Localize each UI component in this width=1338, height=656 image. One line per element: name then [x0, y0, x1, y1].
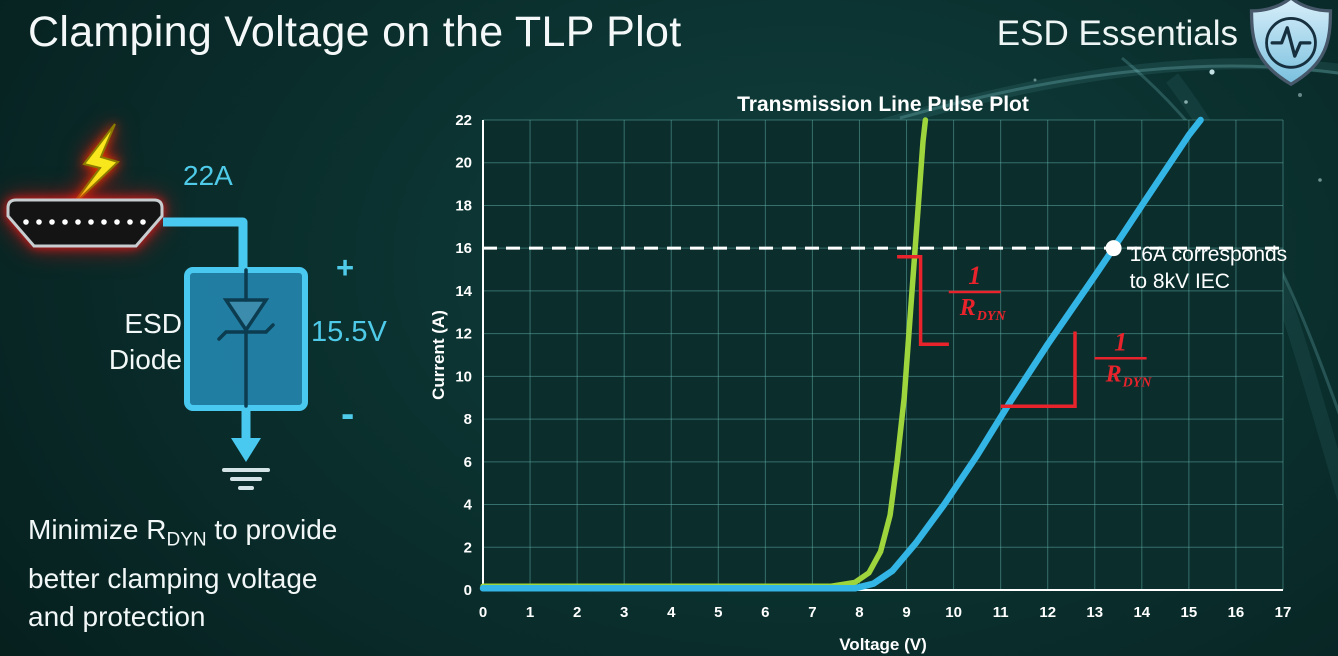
ground-symbol [222, 468, 270, 490]
annotation-rdyn-slope-blue: 1 R DYN [1000, 327, 1153, 409]
x-tick-labels: 0 1 2 3 4 5 6 7 8 9 10 11 12 13 14 15 16 17 [479, 604, 1292, 621]
footnote-line1: Minimize RDYN to provide [28, 511, 337, 560]
chart-title: Transmission Line Pulse Plot [737, 93, 1029, 116]
down-arrow [231, 408, 261, 462]
tlp-chart-container: 0 1 2 3 4 5 6 7 8 9 10 11 12 13 14 15 16 17 0 2 4 6 8 10 12 14 16 1… [429, 92, 1338, 656]
svg-text:11: 11 [993, 604, 1009, 621]
svg-text:2: 2 [464, 539, 472, 556]
rdyn-fraction: 1 R DYN [948, 261, 1007, 324]
svg-text:DYN: DYN [976, 309, 1007, 324]
svg-text:10: 10 [455, 368, 472, 385]
svg-text:1: 1 [1114, 327, 1127, 356]
footnote-line1-post: to provide [206, 514, 338, 545]
marker-label-line2: to 8kV IEC [1130, 270, 1230, 293]
x-axis-label: Voltage (V) [839, 635, 927, 654]
svg-text:0: 0 [479, 604, 487, 621]
svg-text:13: 13 [1086, 604, 1103, 621]
surge-current-label: 22A [183, 160, 233, 191]
grid-lines [482, 119, 1284, 591]
page-title: Clamping Voltage on the TLP Plot [28, 8, 682, 56]
svg-text:9: 9 [902, 604, 910, 621]
svg-text:4: 4 [667, 604, 676, 621]
svg-text:R: R [959, 295, 976, 321]
svg-text:5: 5 [714, 604, 722, 621]
marker-16A: 16A corresponds to 8kV IEC [1105, 240, 1288, 293]
y-tick-labels: 0 2 4 6 8 10 12 14 16 18 20 22 [455, 112, 472, 599]
footnote-line1-pre: Minimize R [28, 514, 167, 545]
device-label-line1: ESD [124, 308, 182, 339]
rdyn-subscript: DYN [166, 529, 207, 551]
y-axis-label: Current (A) [430, 310, 448, 400]
svg-text:1: 1 [968, 261, 981, 290]
svg-text:12: 12 [1039, 604, 1056, 621]
plot-area [483, 120, 1283, 590]
series-low-rdyn-steep-clamp [480, 117, 929, 589]
svg-text:14: 14 [1133, 604, 1150, 621]
svg-text:DYN: DYN [1122, 375, 1153, 390]
svg-text:0: 0 [464, 582, 472, 599]
diode-symbol [217, 268, 275, 408]
svg-text:16: 16 [455, 240, 472, 257]
footnote-line2: better clamping voltage [28, 562, 318, 594]
svg-text:8: 8 [464, 411, 472, 428]
annotation-rdyn-slope-green: 1 R DYN [897, 254, 1007, 347]
svg-text:R: R [1105, 361, 1122, 387]
marker-label-line1: 16A corresponds [1130, 243, 1288, 266]
rdyn-fraction: 1 R DYN [1094, 327, 1153, 390]
svg-text:8: 8 [855, 604, 863, 621]
brand-name: ESD Essentials [996, 14, 1238, 53]
svg-text:4: 4 [464, 497, 473, 514]
lightning-bolt-icon [69, 123, 120, 209]
svg-text:1: 1 [526, 604, 534, 621]
svg-text:7: 7 [808, 604, 816, 621]
svg-text:15: 15 [1181, 604, 1198, 621]
svg-text:3: 3 [620, 604, 628, 621]
svg-text:6: 6 [761, 604, 769, 621]
svg-text:22: 22 [455, 112, 472, 129]
svg-text:12: 12 [455, 326, 472, 343]
series-high-rdyn-clamp [479, 116, 1204, 592]
svg-text:14: 14 [455, 283, 472, 300]
device-label: ESD Diode [92, 306, 182, 378]
svg-text:6: 6 [464, 454, 472, 471]
shield-logo-icon [1249, 0, 1333, 87]
plus-polarity-label: + [336, 250, 355, 285]
svg-text:16: 16 [1228, 604, 1245, 621]
svg-text:10: 10 [945, 604, 962, 621]
tlp-chart-svg: 0 1 2 3 4 5 6 7 8 9 10 11 12 13 14 15 16 1702468101214161… [429, 93, 1292, 654]
svg-text:18: 18 [455, 197, 472, 214]
hdmi-connector [6, 198, 164, 248]
pulse-line-icon [1270, 26, 1312, 58]
device-label-line2: Diode [108, 344, 182, 375]
connector-pins [23, 219, 146, 225]
surge-wire [163, 217, 248, 272]
svg-text:20: 20 [455, 155, 472, 172]
svg-text:17: 17 [1275, 604, 1292, 621]
svg-text:2: 2 [573, 604, 581, 621]
footnote: Minimize RDYN to provide better clamping… [28, 511, 337, 636]
clamp-voltage-label: 15.5V [311, 316, 387, 348]
minus-polarity-label: - [341, 392, 355, 436]
esd-diagram [6, 123, 308, 490]
footnote-line3: and protection [28, 600, 206, 632]
